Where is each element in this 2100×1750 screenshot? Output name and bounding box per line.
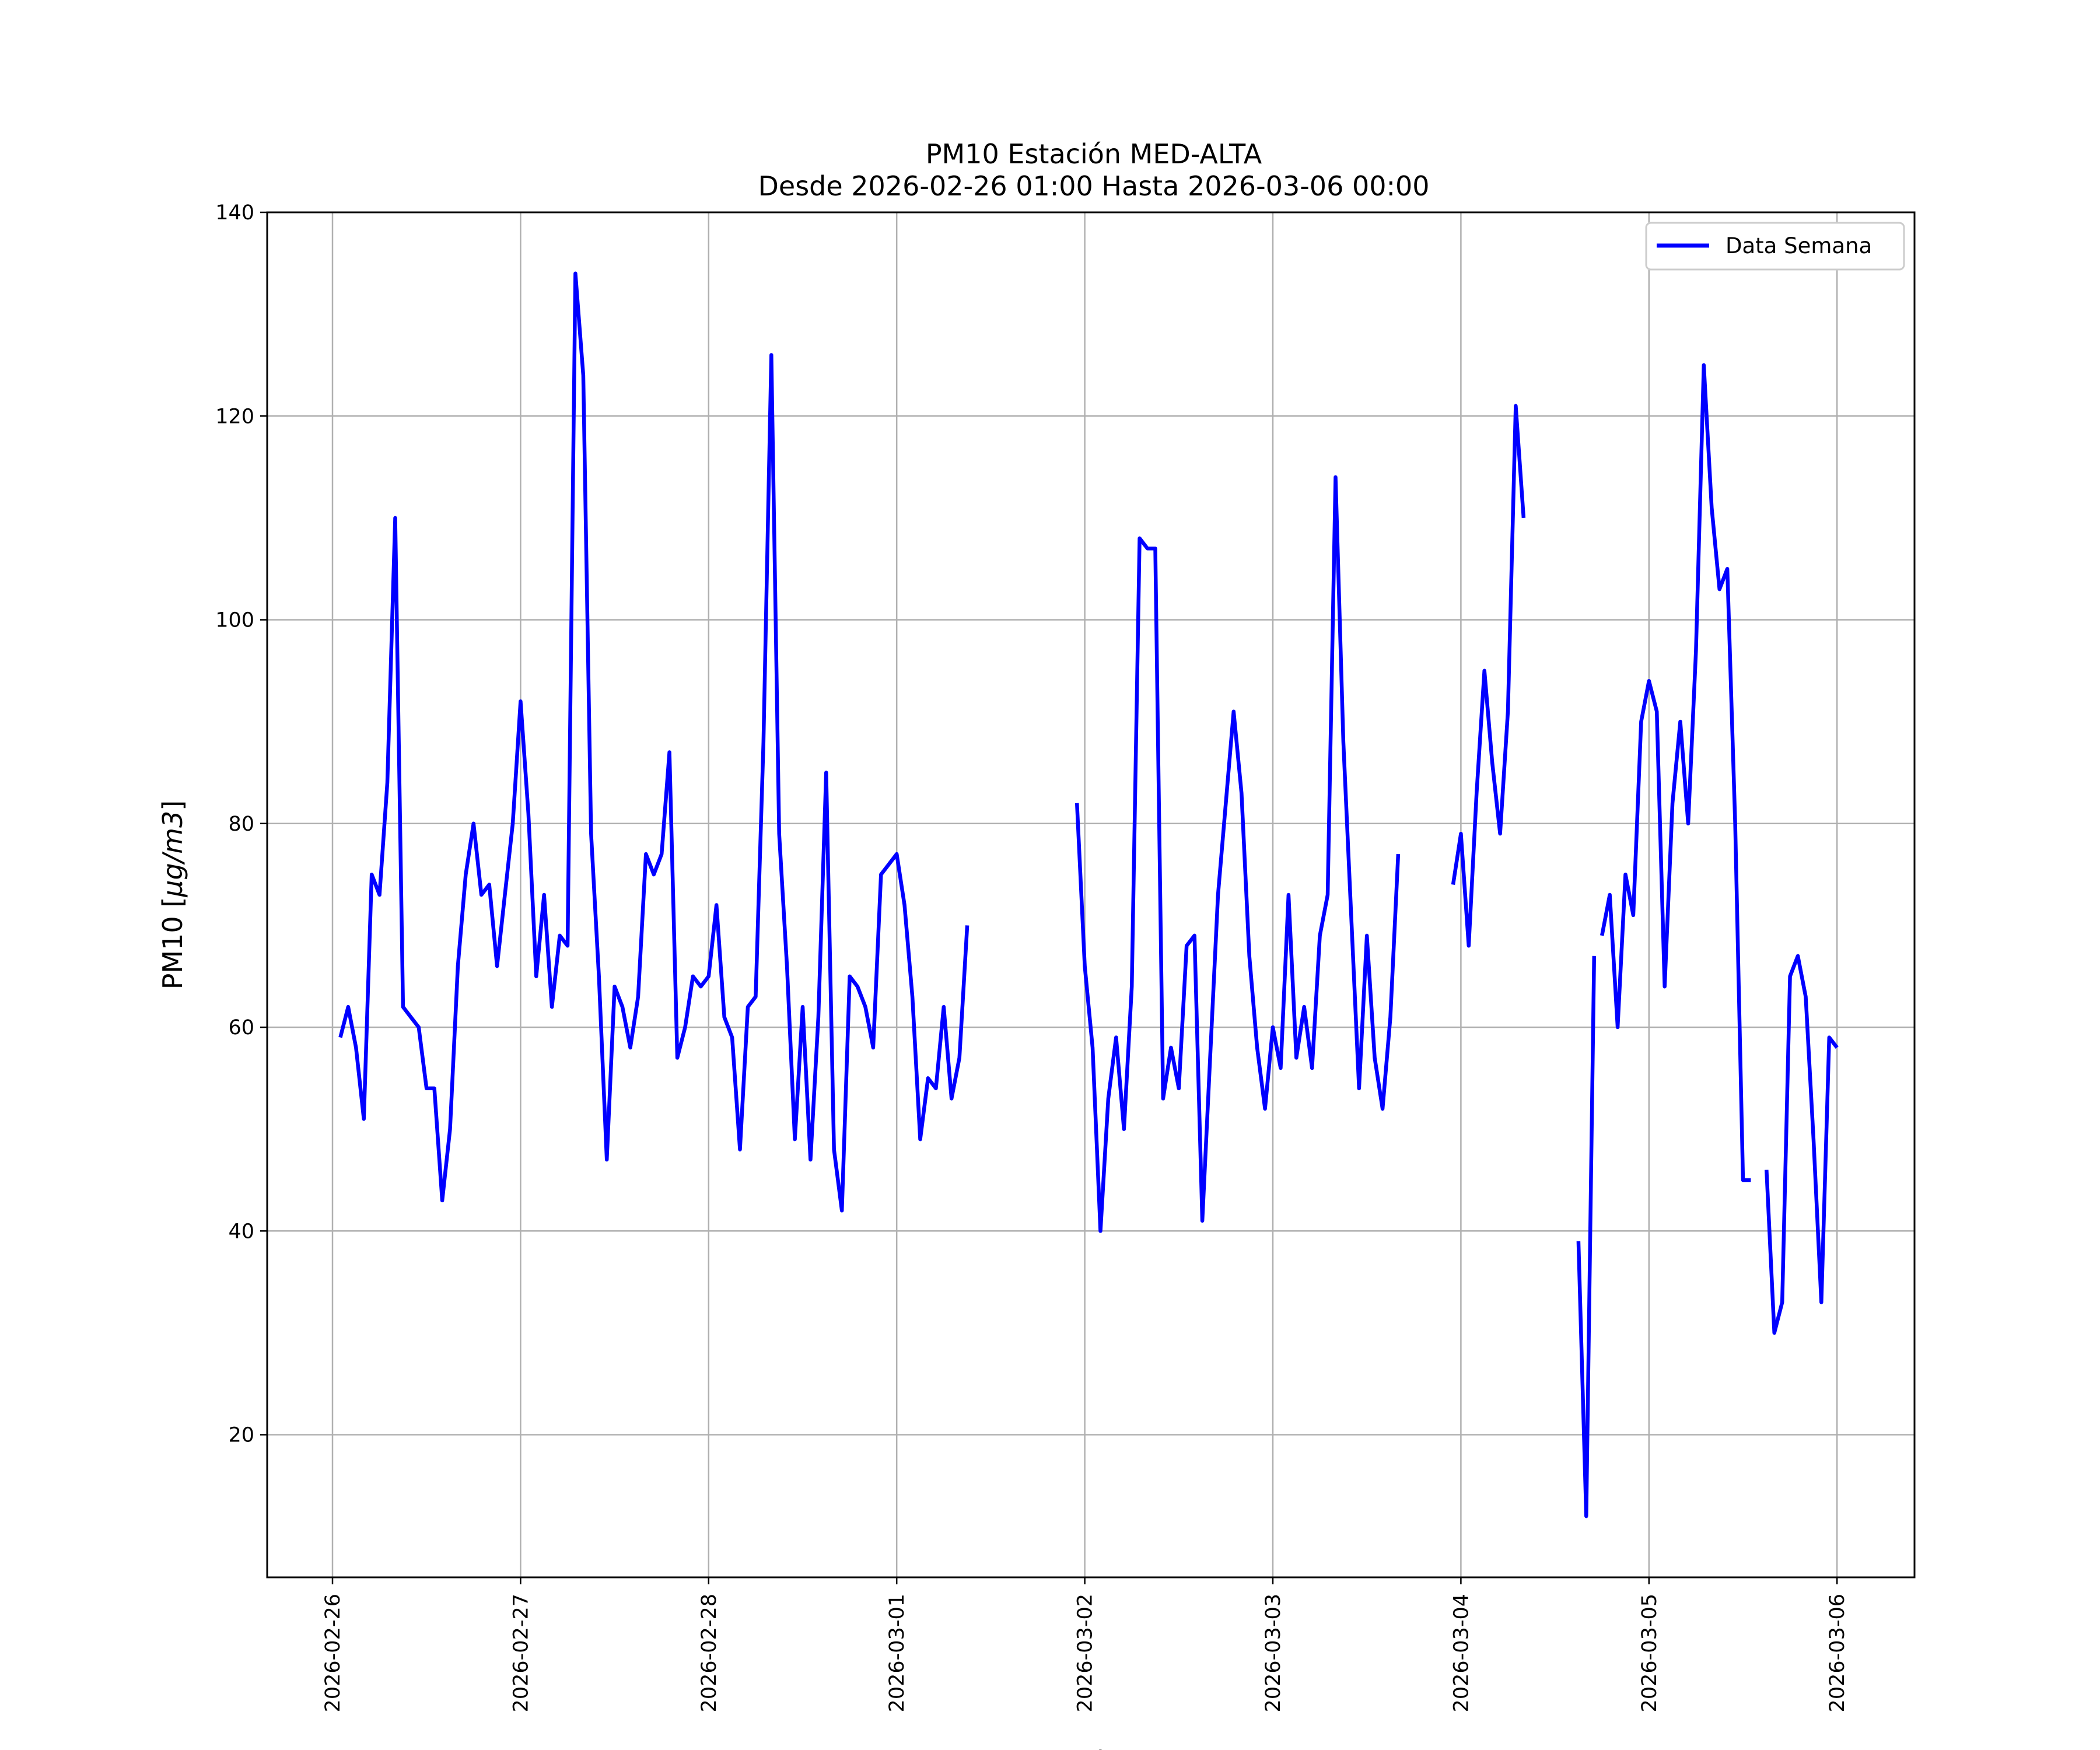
y-axis-ticks: 20 40 60 80 100 120 140: [215, 201, 267, 1447]
y-axis-label-prefix: PM10 [: [157, 897, 188, 990]
y-tick-label: 140: [215, 201, 254, 225]
y-tick-label: 40: [228, 1220, 254, 1243]
x-tick-label: 2026-02-26: [321, 1594, 345, 1712]
y-tick-label: 120: [215, 405, 254, 428]
y-tick-label: 100: [215, 609, 254, 632]
x-tick-label: 2026-02-28: [698, 1594, 721, 1712]
legend-entry-data-semana: Data Semana: [1726, 233, 1872, 258]
x-tick-label: 2026-03-06: [1826, 1594, 1849, 1712]
x-tick-label: 2026-03-04: [1450, 1594, 1473, 1712]
y-tick-label: 60: [228, 1016, 254, 1040]
x-tick-label: 2026-03-03: [1262, 1594, 1285, 1712]
y-axis-label-suffix: ]: [157, 800, 188, 811]
series-line-segment: [1576, 956, 1597, 1518]
x-tick-label: 2026-02-27: [509, 1594, 533, 1712]
legend: Data Semana: [1645, 222, 1905, 271]
chart-title: PM10 Estación MED-ALTA: [926, 138, 1262, 170]
x-axis-ticks: 2026-02-26 2026-02-27 2026-02-28 2026-03-01…: [321, 1577, 1849, 1712]
series-line-segment: [1765, 954, 1839, 1335]
x-tick-label: 2026-03-05: [1638, 1594, 1661, 1712]
series-line-segment: [1600, 363, 1751, 1182]
x-tick-label: 2026-03-01: [886, 1594, 909, 1712]
y-tick-label: 20: [228, 1424, 254, 1447]
series-line-segment: [338, 271, 970, 1213]
y-axis-label-unit: μg/m3: [157, 811, 188, 898]
series-line-segment: [1451, 404, 1526, 948]
legend-box: [1645, 222, 1905, 271]
y-axis-label: PM10 [μg/m3]: [157, 800, 188, 990]
series-line-segment: [1074, 475, 1401, 1233]
plot-frame: [266, 211, 1916, 1578]
x-axis-label: Fecha: [1052, 1745, 1130, 1750]
x-tick-label: 2026-03-02: [1074, 1594, 1097, 1712]
y-tick-label: 80: [228, 813, 254, 836]
chart-subtitle: Desde 2026-02-26 01:00 Hasta 2026-03-06 …: [758, 170, 1429, 202]
series-data-semana: [338, 271, 1839, 1518]
